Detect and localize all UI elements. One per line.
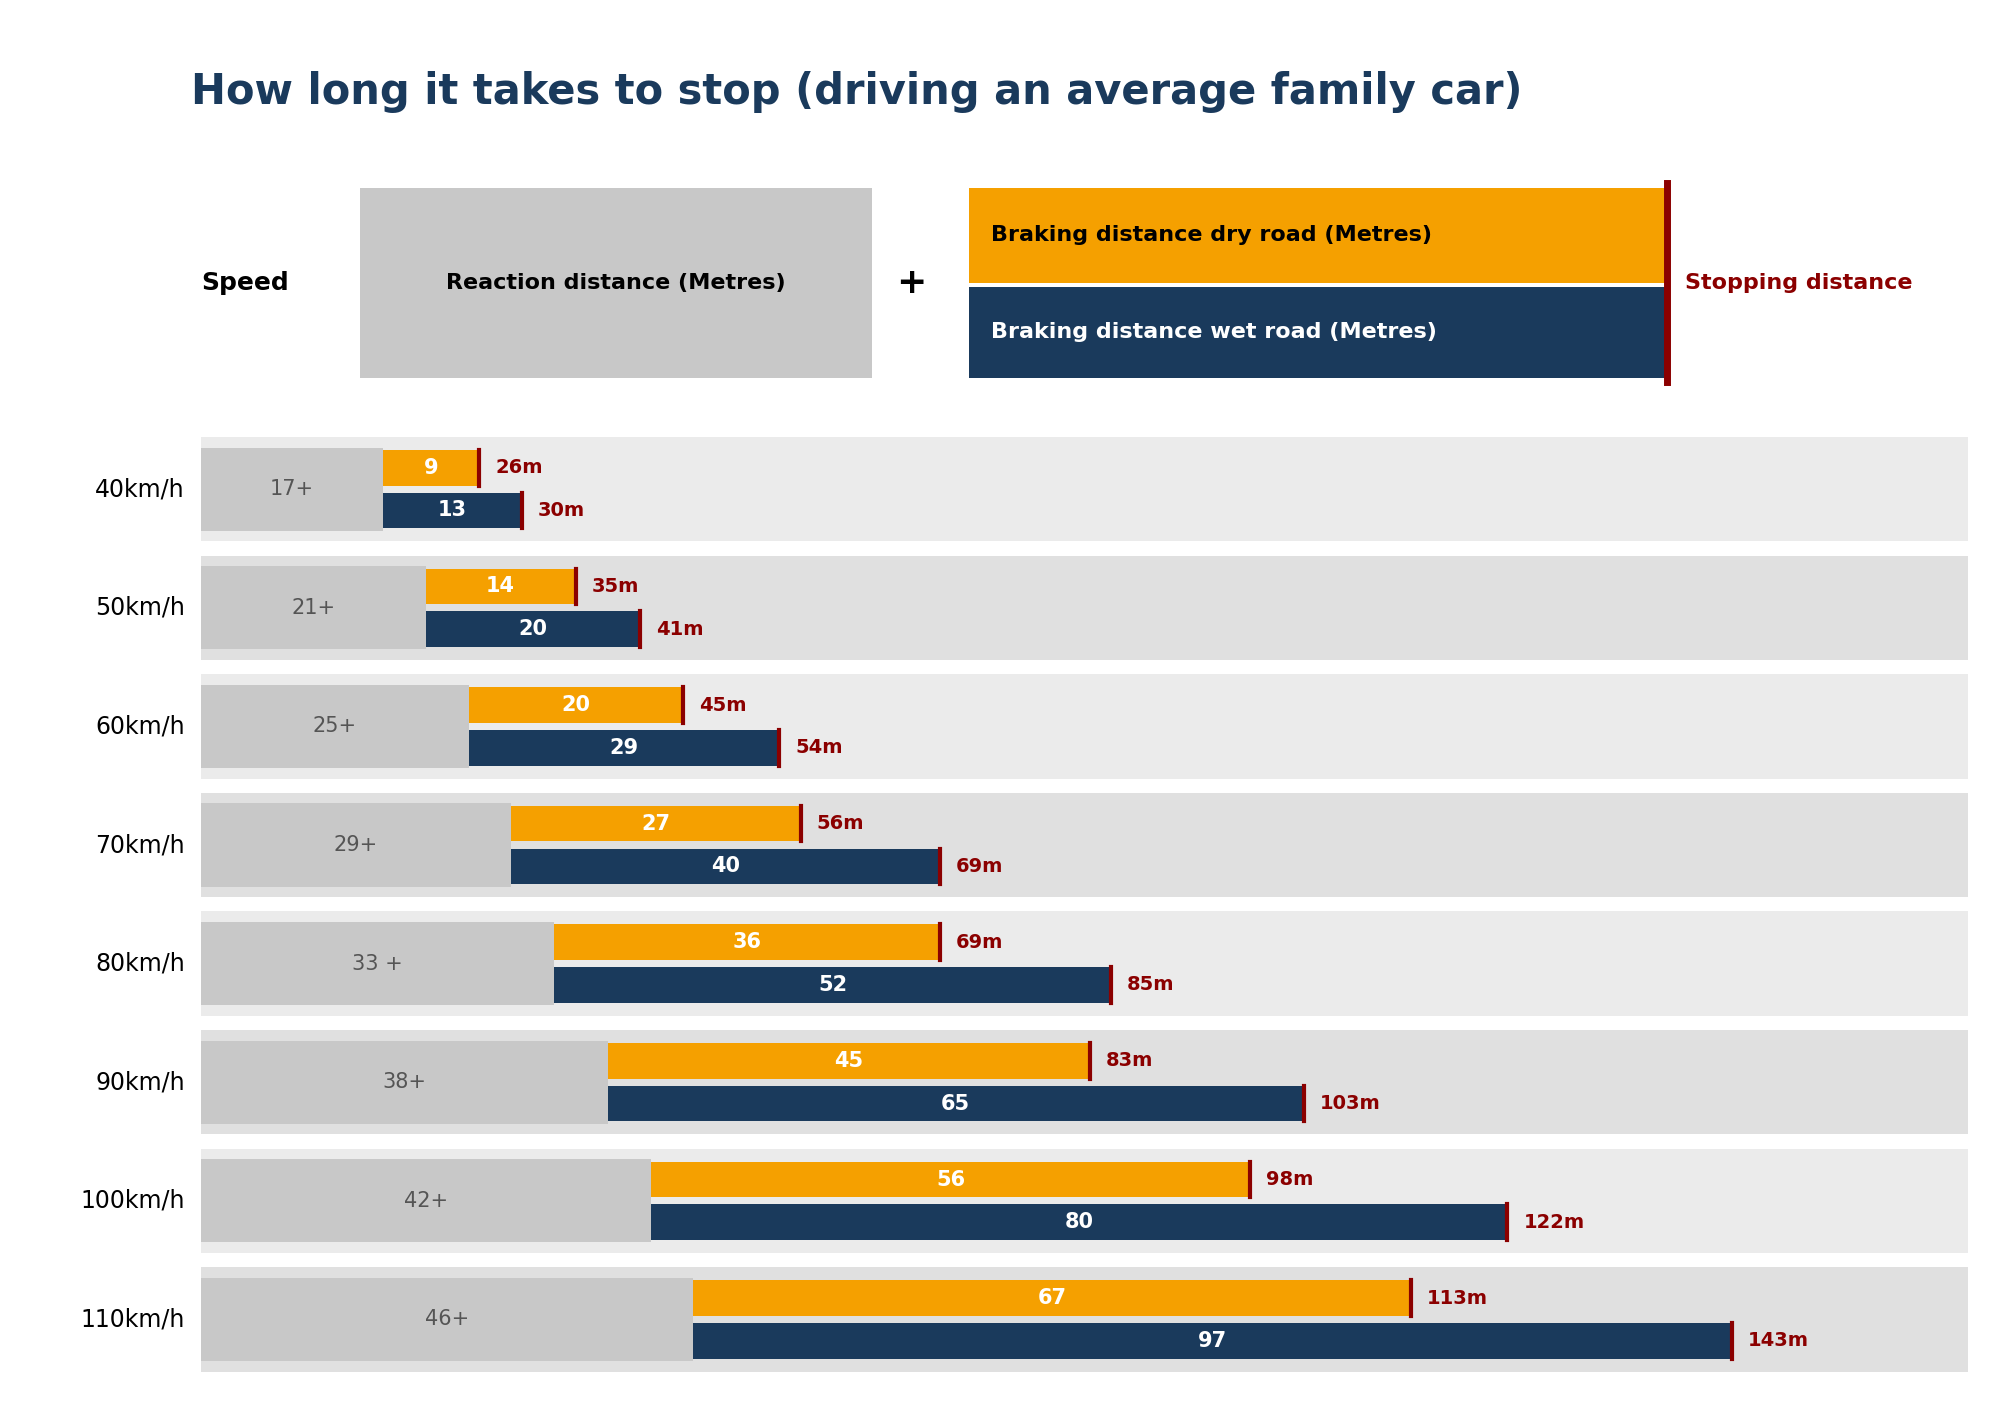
Text: 50km/h: 50km/h	[94, 596, 185, 620]
Bar	[201, 1267, 1967, 1372]
Bar	[512, 805, 801, 842]
Text: 29: 29	[608, 738, 638, 757]
Bar	[425, 568, 576, 605]
Bar	[608, 1085, 1303, 1122]
Text: 85m: 85m	[1126, 975, 1174, 995]
Text: 97: 97	[1198, 1331, 1226, 1351]
Bar	[554, 966, 1110, 1003]
Bar	[201, 911, 1967, 1016]
Text: 38+: 38+	[381, 1072, 425, 1092]
Text: 35m: 35m	[592, 577, 638, 596]
Text: 110km/h: 110km/h	[80, 1307, 185, 1331]
Bar	[425, 612, 640, 647]
Text: 100km/h: 100km/h	[80, 1188, 185, 1212]
Bar	[650, 1161, 1250, 1197]
Text: 40km/h: 40km/h	[94, 478, 185, 502]
FancyBboxPatch shape	[969, 287, 1666, 377]
Bar	[201, 804, 512, 886]
Text: 80: 80	[1064, 1212, 1094, 1232]
Bar	[468, 731, 779, 766]
Text: 40: 40	[710, 856, 741, 876]
Text: Speed: Speed	[201, 271, 289, 294]
Text: 20: 20	[518, 619, 548, 639]
Text: Reaction distance (Metres): Reaction distance (Metres)	[446, 273, 785, 292]
Bar	[201, 685, 468, 767]
Text: 45m: 45m	[698, 695, 747, 715]
Text: 45: 45	[833, 1051, 863, 1071]
Bar	[201, 1159, 650, 1242]
Text: Braking distance dry road (Metres): Braking distance dry road (Metres)	[989, 225, 1431, 244]
Text: +: +	[895, 266, 925, 300]
Text: 29+: 29+	[333, 835, 377, 855]
Text: How long it takes to stop (driving an average family car): How long it takes to stop (driving an av…	[191, 71, 1521, 113]
Bar	[554, 924, 939, 959]
Bar	[692, 1280, 1411, 1316]
FancyBboxPatch shape	[969, 188, 1666, 283]
Text: 103m: 103m	[1319, 1094, 1381, 1113]
Text: 143m: 143m	[1748, 1331, 1808, 1351]
Text: 69m: 69m	[955, 933, 1004, 952]
Text: 26m: 26m	[496, 458, 542, 478]
Bar	[201, 1277, 692, 1361]
Text: 80km/h: 80km/h	[94, 951, 185, 975]
Text: 46+: 46+	[425, 1310, 470, 1330]
Text: 41m: 41m	[656, 620, 702, 639]
Text: 98m: 98m	[1266, 1170, 1313, 1188]
Text: 56: 56	[935, 1170, 965, 1190]
Text: 20: 20	[560, 695, 590, 715]
Bar	[201, 1041, 608, 1123]
Text: 67: 67	[1038, 1289, 1066, 1308]
Text: 90km/h: 90km/h	[94, 1070, 185, 1094]
Text: 17+: 17+	[269, 479, 313, 499]
Text: 27: 27	[640, 814, 670, 834]
Text: 56m: 56m	[817, 814, 863, 834]
Bar	[201, 448, 383, 531]
Bar	[512, 849, 939, 885]
Text: 42+: 42+	[403, 1191, 448, 1211]
Text: 69m: 69m	[955, 856, 1004, 876]
Text: 21+: 21+	[291, 598, 335, 617]
Bar	[201, 1030, 1967, 1135]
Bar	[201, 674, 1967, 779]
Bar	[201, 437, 1967, 541]
Text: 9: 9	[423, 458, 438, 478]
Bar	[608, 1043, 1090, 1078]
Bar	[201, 567, 425, 650]
Text: Braking distance wet road (Metres): Braking distance wet road (Metres)	[989, 322, 1435, 342]
Text: 122m: 122m	[1523, 1212, 1584, 1232]
Text: 14: 14	[486, 577, 516, 596]
Bar	[201, 793, 1967, 897]
Text: 60km/h: 60km/h	[94, 715, 185, 739]
Bar	[201, 555, 1967, 660]
Bar	[383, 493, 522, 528]
Text: 52: 52	[817, 975, 847, 995]
Text: 54m: 54m	[795, 738, 843, 757]
Text: 36: 36	[733, 933, 761, 952]
Text: 30m: 30m	[538, 502, 584, 520]
Text: 70km/h: 70km/h	[94, 834, 185, 858]
Text: 13: 13	[438, 500, 468, 520]
Bar	[468, 687, 682, 723]
Bar	[692, 1323, 1732, 1359]
Bar	[383, 449, 480, 486]
Text: Stopping distance: Stopping distance	[1684, 273, 1911, 292]
Bar	[201, 1149, 1967, 1253]
Text: 65: 65	[941, 1094, 969, 1113]
Text: 83m: 83m	[1106, 1051, 1152, 1071]
Bar	[201, 923, 554, 1005]
Text: 33 +: 33 +	[351, 954, 403, 974]
Text: 25+: 25+	[313, 716, 357, 736]
Text: 113m: 113m	[1427, 1289, 1487, 1307]
Bar	[650, 1204, 1507, 1241]
FancyBboxPatch shape	[359, 188, 871, 377]
